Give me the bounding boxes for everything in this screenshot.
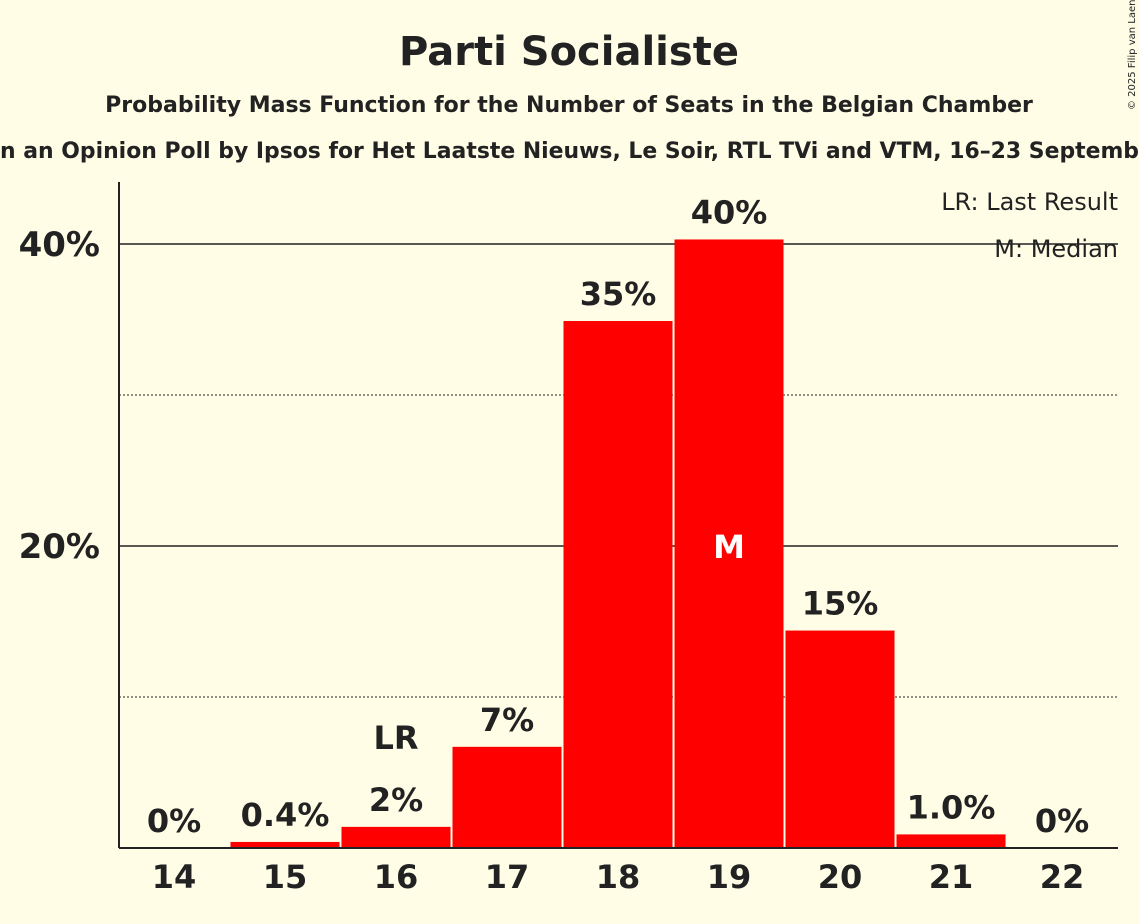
x-tick-label-14: 14 — [152, 858, 197, 896]
copyright: © 2025 Filip van Laenen — [1127, 0, 1138, 110]
median-marker: M — [713, 528, 745, 566]
bar-17 — [452, 746, 562, 848]
y-tick-label: 40% — [19, 225, 100, 265]
bar-20 — [785, 630, 895, 848]
x-tick-label-18: 18 — [596, 858, 641, 896]
data-label-18: 35% — [580, 275, 657, 313]
data-label-15: 0.4% — [241, 796, 330, 834]
chart-subtitle: Probability Mass Function for the Number… — [105, 93, 1033, 118]
data-label-21: 1.0% — [907, 788, 996, 826]
x-tick-label-22: 22 — [1040, 858, 1085, 896]
bar-16 — [341, 826, 451, 848]
bar-15 — [230, 841, 340, 848]
x-tick-label-17: 17 — [485, 858, 530, 896]
x-tick-label-15: 15 — [263, 858, 308, 896]
chart-title: Parti Socialiste — [399, 29, 739, 75]
bar-21 — [896, 834, 1006, 848]
y-tick-label: 20% — [19, 527, 100, 567]
x-tick-label-21: 21 — [929, 858, 974, 896]
data-label-14: 0% — [147, 802, 201, 840]
x-tick-labels: 14 15 16 17 18 19 20 21 22 — [152, 858, 1085, 896]
x-tick-label-19: 19 — [707, 858, 752, 896]
bars — [230, 239, 1006, 849]
x-tick-label-16: 16 — [374, 858, 419, 896]
data-label-20: 15% — [802, 585, 879, 623]
last-result-marker: LR — [373, 719, 418, 757]
legend-median: M: Median — [994, 235, 1118, 263]
bar-19 — [674, 239, 784, 849]
bar-18 — [563, 321, 673, 848]
data-label-22: 0% — [1035, 802, 1089, 840]
data-label-17: 7% — [480, 701, 534, 739]
x-tick-label-20: 20 — [818, 858, 863, 896]
chart-subtitle-2: n an Opinion Poll by Ipsos for Het Laats… — [0, 139, 1139, 164]
data-label-19: 40% — [691, 193, 768, 231]
data-label-16: 2% — [369, 781, 423, 819]
data-labels: 0% 0.4% 2% LR 7% 35% 40% M 15% 1.0% 0% — [147, 193, 1089, 840]
legend-last-result: LR: Last Result — [941, 188, 1118, 216]
